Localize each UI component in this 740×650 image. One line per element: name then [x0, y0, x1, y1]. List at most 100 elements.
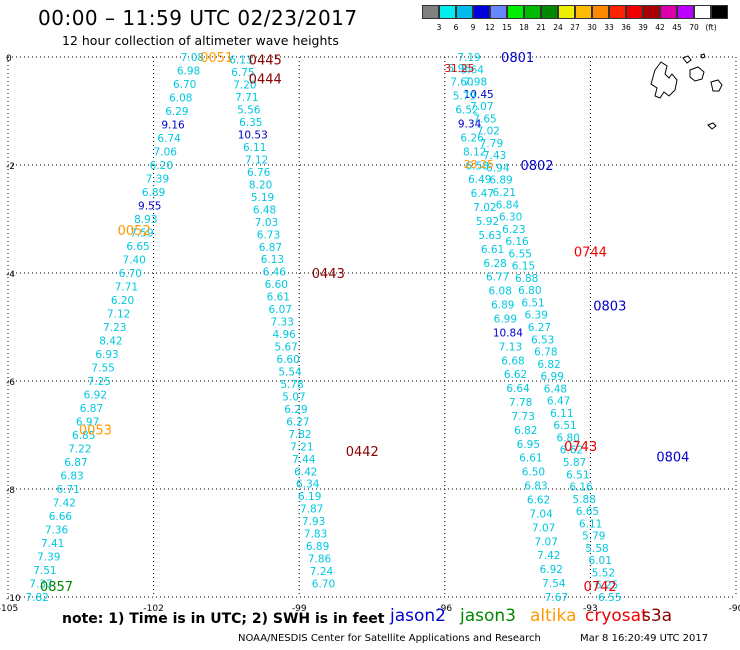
wave-height-value: 6.84: [496, 199, 520, 211]
wave-height-value: 6.21: [493, 187, 516, 199]
pass-labels: 0051 0052 0053 0857 0445 0444 0443 0442 0801 0802…: [40, 51, 689, 595]
wave-height-value: 7.23: [103, 322, 126, 334]
overlay-values: 31.25 28.25: [444, 63, 493, 171]
legend-label: 12: [485, 23, 495, 32]
wave-height-value: 7.42: [53, 498, 76, 510]
y-tick-label: -6: [6, 378, 15, 388]
wave-height-value: 6.71: [56, 484, 79, 496]
wave-height-value: 6.11: [579, 518, 602, 530]
pass-time-label: 0443: [312, 267, 345, 282]
pass-time-label: 0801: [501, 51, 534, 66]
wave-height-value: 6.35: [239, 117, 262, 129]
wave-height-value: 28.25: [464, 159, 494, 171]
wave-height-value: 7.67: [545, 592, 568, 604]
wave-height-value: 7.39: [146, 174, 169, 186]
galapagos-islands: [650, 53, 723, 130]
pass-time-label: 0857: [40, 580, 73, 595]
wave-height-value: 7.71: [115, 282, 138, 294]
wave-height-value: 7.21: [290, 441, 313, 453]
wave-height-value: 5.67: [274, 342, 297, 354]
wave-height-value: 7.07: [470, 101, 493, 113]
wave-height-value: 7.37: [29, 579, 52, 591]
wave-height-value: 6.58: [466, 160, 489, 172]
legend-swatch: [643, 5, 660, 19]
wave-height-value: 6.70: [173, 79, 196, 91]
wave-height-value: 6.47: [471, 188, 494, 200]
wave-height-value: 8.20: [249, 179, 272, 191]
wave-height-value: 6.11: [550, 408, 573, 420]
legend-label: 15: [502, 23, 512, 32]
pass-time-label: 0052: [118, 224, 151, 239]
wave-height-value: 8.93: [134, 214, 157, 226]
legend-swatch: [711, 5, 728, 19]
wave-height-value: 7.93: [302, 516, 325, 528]
wave-height-value: 6.92: [84, 390, 107, 402]
wave-height-value: 5.56: [237, 105, 261, 117]
wave-height-value: 7.78: [509, 397, 532, 409]
wave-height-value: 7.20: [233, 80, 256, 92]
wave-height-value: 6.51: [521, 297, 544, 309]
pass-time-label: 0742: [584, 580, 617, 595]
wave-height-value: 6.75: [231, 67, 254, 79]
legend-swatch: [660, 5, 677, 19]
wave-height-value: 7.02: [473, 202, 496, 214]
wave-height-value: 6.80: [518, 285, 541, 297]
legend-swatch: [507, 5, 524, 19]
wave-height-value: 5.64: [461, 64, 485, 76]
wave-height-value: 7.06: [154, 147, 178, 159]
legend-swatch: [677, 5, 694, 19]
wave-height-value: 6.82: [537, 359, 560, 371]
x-tick-label: -90: [729, 604, 740, 614]
wave-height-value: 6.65: [126, 241, 149, 253]
legend-label: 21: [536, 23, 546, 32]
wave-height-value: 6.48: [253, 204, 276, 216]
wave-height-value: 6.11: [243, 142, 266, 154]
wave-height-value: 7.79: [480, 138, 503, 150]
wave-height-value: 6.73: [257, 229, 280, 241]
wave-height-value: 6.62: [527, 495, 550, 507]
wave-height-value: 6.89: [142, 187, 165, 199]
track-jason2-east: 7.195.647.9810.457.077.657.027.797.436.9…: [457, 52, 621, 604]
wave-height-value: 6.27: [528, 322, 551, 334]
x-tick-label: -99: [292, 604, 307, 614]
legend-swatch: [626, 5, 643, 19]
wave-height-value: 7.25: [88, 376, 111, 388]
wave-height-value: 5.52: [592, 567, 615, 579]
wave-height-value: 9.55: [138, 201, 161, 213]
wave-height-value: 6.49: [468, 174, 491, 186]
wave-height-value: 5.92: [476, 216, 499, 228]
page-title: 00:00 – 11:59 UTC 02/23/2017: [38, 6, 358, 30]
satellite-label-cryosat: cryosat: [585, 606, 648, 626]
pass-time-label: 0743: [564, 440, 597, 455]
legend-label: 6: [453, 23, 459, 32]
wave-height-value: 7.07: [535, 536, 558, 548]
wave-height-value: 6.99: [541, 371, 564, 383]
wave-height-value: 6.16: [569, 482, 593, 494]
wave-height-value: 6.20: [150, 160, 173, 172]
wave-height-value: 6.61: [481, 244, 504, 256]
wave-height-value: 6.08: [489, 286, 512, 298]
wave-height-value: 6.94: [486, 162, 510, 174]
wave-height-value: 7.36: [45, 525, 69, 537]
wave-height-value: 7.83: [304, 529, 327, 541]
wave-height-value: 7.12: [245, 154, 268, 166]
island-genovesa: [700, 53, 706, 59]
wave-height-value: 7.73: [512, 411, 535, 423]
legend-label: 18: [519, 23, 529, 32]
wave-height-value: 6.16: [505, 236, 529, 248]
wave-height-value: 7.82: [288, 429, 311, 441]
pass-time-label: 0051: [200, 51, 233, 66]
wave-height-value: 7.98: [464, 77, 487, 89]
wave-height-value: 6.61: [519, 453, 542, 465]
wave-height-value: 4.96: [272, 329, 296, 341]
wave-height-value: 7.07: [532, 522, 555, 534]
map-grid: -105 -102 -99 -96 -93 -90 0 -2 -4 -6 -8 -10: [0, 54, 740, 614]
wave-height-value: 6.77: [486, 272, 509, 284]
wave-height-value: 6.55: [509, 248, 532, 260]
wave-height-value: 5.54: [278, 366, 302, 378]
wave-height-value: 10.84: [493, 327, 523, 339]
wave-height-value: 7.60: [450, 77, 473, 89]
satellite-label-altika: altika: [530, 606, 577, 626]
